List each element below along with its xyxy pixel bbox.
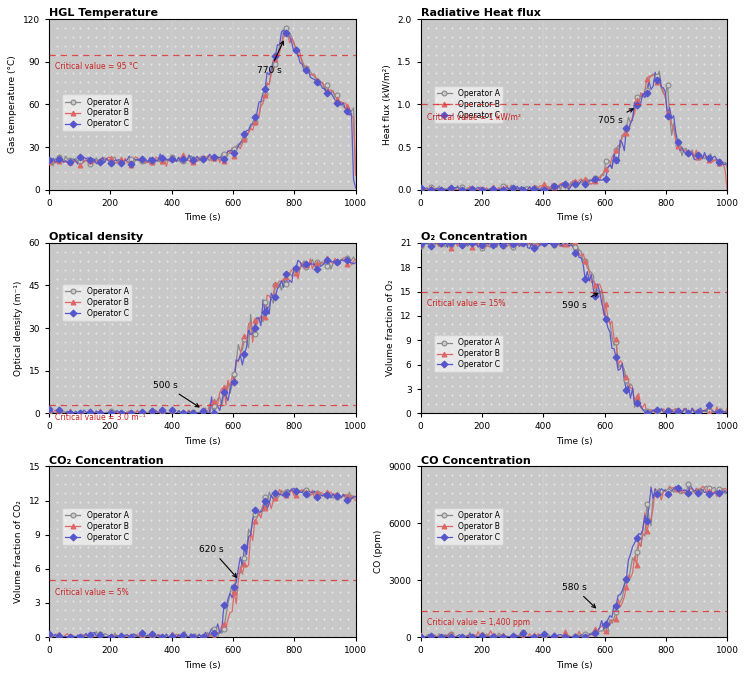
Y-axis label: CO (ppm): CO (ppm) (374, 530, 383, 574)
X-axis label: Time (s): Time (s) (184, 214, 220, 222)
Y-axis label: Volume fraction of O₂: Volume fraction of O₂ (385, 280, 394, 376)
Text: Radiative Heat flux: Radiative Heat flux (421, 8, 541, 18)
X-axis label: Time (s): Time (s) (556, 437, 592, 446)
X-axis label: Time (s): Time (s) (184, 437, 220, 446)
Text: CO₂ Concentration: CO₂ Concentration (49, 456, 164, 466)
Legend: Operator A, Operator B, Operator C: Operator A, Operator B, Operator C (62, 284, 131, 321)
Text: 580 s: 580 s (562, 582, 595, 607)
X-axis label: Time (s): Time (s) (556, 660, 592, 670)
Text: Critical value = 3.0 m⁻¹: Critical value = 3.0 m⁻¹ (55, 412, 146, 422)
Y-axis label: Optical density (m⁻¹): Optical density (m⁻¹) (14, 281, 23, 376)
Legend: Operator A, Operator B, Operator C: Operator A, Operator B, Operator C (434, 335, 503, 372)
Y-axis label: Gas temperature (°C): Gas temperature (°C) (8, 56, 17, 153)
Text: Critical value = 15%: Critical value = 15% (427, 299, 505, 308)
Text: 590 s: 590 s (562, 294, 598, 310)
Text: Critical value = 1,400 ppm: Critical value = 1,400 ppm (427, 618, 530, 627)
Legend: Operator A, Operator B, Operator C: Operator A, Operator B, Operator C (62, 508, 131, 544)
Legend: Operator A, Operator B, Operator C: Operator A, Operator B, Operator C (62, 94, 131, 132)
Text: Critical value = 95 °C: Critical value = 95 °C (55, 62, 138, 71)
Legend: Operator A, Operator B, Operator C: Operator A, Operator B, Operator C (434, 86, 503, 123)
Text: 500 s: 500 s (153, 381, 199, 407)
Legend: Operator A, Operator B, Operator C: Operator A, Operator B, Operator C (434, 508, 503, 544)
Text: HGL Temperature: HGL Temperature (49, 8, 158, 18)
Text: 620 s: 620 s (199, 545, 236, 577)
Text: 770 s: 770 s (258, 41, 284, 75)
Text: Optical density: Optical density (49, 232, 143, 242)
Text: O₂ Concentration: O₂ Concentration (421, 232, 527, 242)
Text: Critical value = 1 kW/m²: Critical value = 1 kW/m² (427, 112, 521, 121)
Y-axis label: Heat flux (kW/m²): Heat flux (kW/m²) (382, 64, 391, 145)
Text: Critical value = 5%: Critical value = 5% (55, 588, 129, 597)
Text: 705 s: 705 s (598, 109, 633, 125)
X-axis label: Time (s): Time (s) (184, 660, 220, 670)
Y-axis label: Volume fraction of CO₂: Volume fraction of CO₂ (14, 500, 23, 603)
Text: CO Concentration: CO Concentration (421, 456, 530, 466)
X-axis label: Time (s): Time (s) (556, 214, 592, 222)
